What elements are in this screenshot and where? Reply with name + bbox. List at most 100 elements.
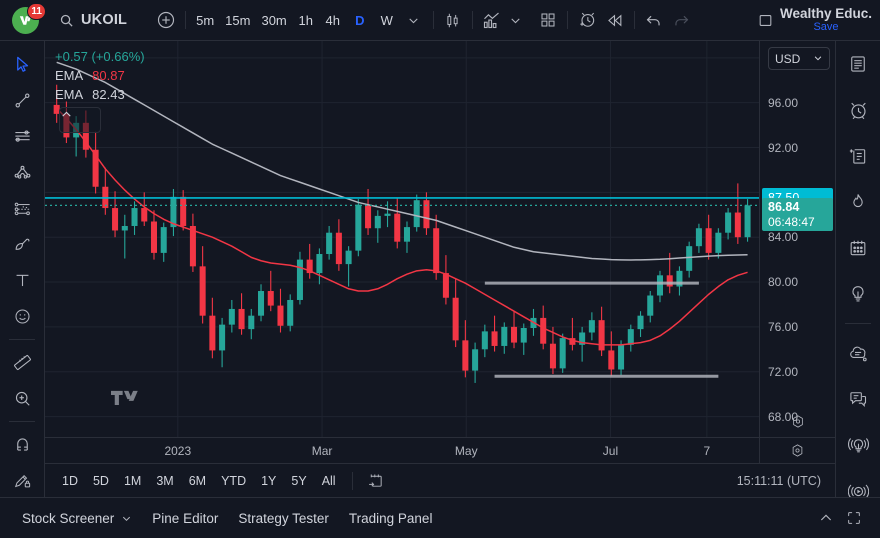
data-window-icon[interactable] — [841, 139, 875, 173]
calendar-icon[interactable] — [841, 231, 875, 265]
public-chat-icon[interactable] — [841, 382, 875, 416]
last-price-badge[interactable]: 86.84 06:48:47 — [762, 198, 833, 232]
alerts-clock-icon[interactable] — [841, 93, 875, 127]
timeframe-D[interactable]: D — [355, 12, 365, 28]
currency-select[interactable]: USD — [768, 47, 830, 70]
chat-cloud-icon[interactable] — [841, 336, 875, 370]
candle-body — [588, 320, 595, 333]
range-1M[interactable]: 1M — [123, 473, 142, 488]
status-bar-collapse-button[interactable] — [812, 504, 840, 532]
horizontal-lines-tool[interactable] — [5, 119, 39, 153]
range-1D[interactable]: 1D — [62, 473, 78, 488]
range-YTD[interactable]: YTD — [221, 473, 247, 488]
brush-tool[interactable] — [5, 227, 39, 261]
status-bar-tabs: Stock Screener Pine Editor Strategy Tester… — [12, 505, 442, 532]
emoji-tool[interactable] — [5, 299, 39, 333]
price-tick: 96.00 — [768, 95, 799, 110]
symbol-search-button[interactable]: UKOIL — [50, 6, 134, 34]
legend-collapse-button[interactable] — [59, 107, 101, 133]
time-tick: Mar — [311, 444, 333, 458]
candle-body — [452, 297, 459, 341]
bar-replay-button[interactable] — [601, 6, 629, 34]
candle-body — [433, 228, 440, 274]
candle-body — [374, 215, 381, 229]
notification-badge[interactable]: 11 — [27, 3, 46, 20]
price-axis[interactable]: USD 100.0096.0092.0084.0080.0076.0072.00… — [759, 41, 835, 437]
candle-body — [355, 204, 362, 251]
app-logo[interactable]: 11 — [10, 3, 46, 37]
magnet-tool[interactable] — [5, 427, 39, 461]
status-tab-trading-panel[interactable]: Trading Panel — [339, 505, 443, 532]
create-alert-button[interactable] — [573, 6, 601, 34]
top-toolbar: 11 UKOIL 5m 15m 30m 1h 4h D W — [0, 0, 880, 41]
layout-templates-button[interactable] — [534, 6, 562, 34]
undo-button[interactable] — [640, 6, 668, 34]
hotlist-flame-icon[interactable] — [841, 185, 875, 219]
trend-line-tool[interactable] — [5, 83, 39, 117]
candle-body — [579, 332, 586, 345]
status-tab-label: Strategy Tester — [238, 510, 329, 526]
zoom-in-tool[interactable] — [5, 381, 39, 415]
go-to-date-button[interactable] — [362, 467, 390, 495]
timeframe-5m[interactable]: 5m — [196, 12, 215, 28]
range-5D[interactable]: 5D — [92, 473, 109, 488]
chart-style-button[interactable] — [439, 6, 467, 34]
time-tick: May — [454, 444, 478, 458]
candle-body — [150, 221, 158, 253]
range-All[interactable]: All — [321, 473, 336, 488]
time-axis[interactable]: 2023 Mar May Jul 7 — [45, 437, 835, 463]
candle-body — [549, 343, 556, 369]
candle-body — [472, 349, 479, 371]
add-symbol-button[interactable] — [152, 6, 180, 34]
range-1Y[interactable]: 1Y — [261, 473, 277, 488]
range-5Y[interactable]: 5Y — [291, 473, 307, 488]
timeframe-W[interactable]: W — [380, 12, 393, 28]
timeframe-30m[interactable]: 30m — [261, 12, 287, 28]
save-button[interactable]: Save — [813, 21, 839, 34]
drawing-mode-lock-tool[interactable] — [5, 463, 39, 497]
fib-projection-tool[interactable] — [5, 191, 39, 225]
price-axis-settings-button[interactable] — [790, 414, 805, 434]
candle-body — [306, 259, 313, 274]
candle-body — [228, 308, 235, 325]
candle-body — [734, 212, 741, 238]
pitchfork-tool[interactable] — [5, 155, 39, 189]
measure-ruler-tool[interactable] — [5, 345, 39, 379]
timeframe-4h[interactable]: 4h — [325, 12, 340, 28]
chart-pane[interactable]: +0.57 (+0.66%) EMA 80.87 EMA 82.43 — [45, 41, 759, 437]
toolbar-divider-4 — [566, 11, 568, 29]
redo-button[interactable] — [668, 6, 696, 34]
ideas-bulb-icon[interactable] — [841, 277, 875, 311]
candle-body — [121, 225, 128, 231]
toolbar-divider-3 — [471, 11, 473, 29]
time-axis-settings-button[interactable] — [759, 438, 835, 463]
stream-play-icon[interactable] — [841, 474, 875, 497]
timeframe-15m[interactable]: 15m — [225, 12, 251, 28]
indicators-more-button[interactable] — [506, 6, 526, 34]
cursor-tool[interactable] — [5, 47, 39, 81]
layout-select-button[interactable] — [752, 6, 780, 34]
candle-body — [540, 317, 547, 344]
search-icon — [57, 11, 75, 29]
broadcast-bulb-icon[interactable] — [841, 428, 875, 462]
status-tab-strategy-tester[interactable]: Strategy Tester — [228, 505, 339, 532]
candle-body — [160, 227, 167, 253]
indicators-button[interactable] — [478, 6, 506, 34]
app-body: +0.57 (+0.66%) EMA 80.87 EMA 82.43 — [0, 41, 880, 497]
right-toolbar — [835, 41, 880, 497]
fullscreen-button[interactable] — [840, 504, 868, 532]
candle-body — [335, 232, 342, 265]
candle-body — [53, 104, 60, 114]
status-tab-pine-editor[interactable]: Pine Editor — [142, 505, 228, 532]
status-tab-stock-screener[interactable]: Stock Screener — [12, 505, 142, 532]
candle-body — [491, 331, 498, 346]
range-3M[interactable]: 3M — [156, 473, 174, 488]
timeframe-1h[interactable]: 1h — [298, 12, 313, 28]
candle-body — [501, 326, 508, 346]
range-6M[interactable]: 6M — [188, 473, 207, 488]
text-tool[interactable] — [5, 263, 39, 297]
bar-countdown: 06:48:47 — [768, 215, 815, 230]
watchlist-icon[interactable] — [841, 47, 875, 81]
timeframe-more-button[interactable] — [400, 6, 428, 34]
account-menu[interactable]: Wealthy Educ. Save — [780, 6, 872, 34]
